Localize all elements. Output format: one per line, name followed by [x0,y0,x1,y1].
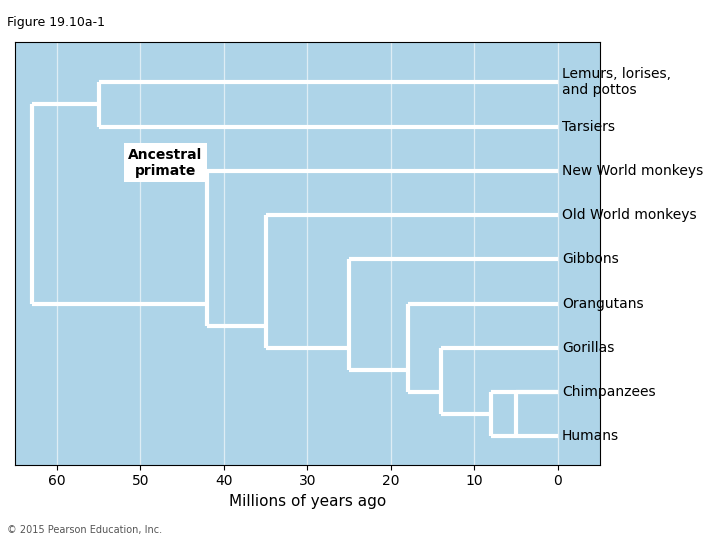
Text: Old World monkeys: Old World monkeys [562,208,697,222]
Text: Ancestral
primate: Ancestral primate [128,147,202,178]
Text: Figure 19.10a-1: Figure 19.10a-1 [7,16,105,29]
Text: Orangutans: Orangutans [562,296,644,310]
Text: © 2015 Pearson Education, Inc.: © 2015 Pearson Education, Inc. [7,524,162,535]
X-axis label: Millions of years ago: Millions of years ago [229,494,386,509]
Text: Lemurs, lorises,
and pottos: Lemurs, lorises, and pottos [562,67,671,97]
Text: Gibbons: Gibbons [562,252,618,266]
Text: New World monkeys: New World monkeys [562,164,703,178]
Text: Chimpanzees: Chimpanzees [562,385,656,399]
Text: Tarsiers: Tarsiers [562,119,615,133]
Text: Gorillas: Gorillas [562,341,614,355]
Text: Humans: Humans [562,429,619,443]
